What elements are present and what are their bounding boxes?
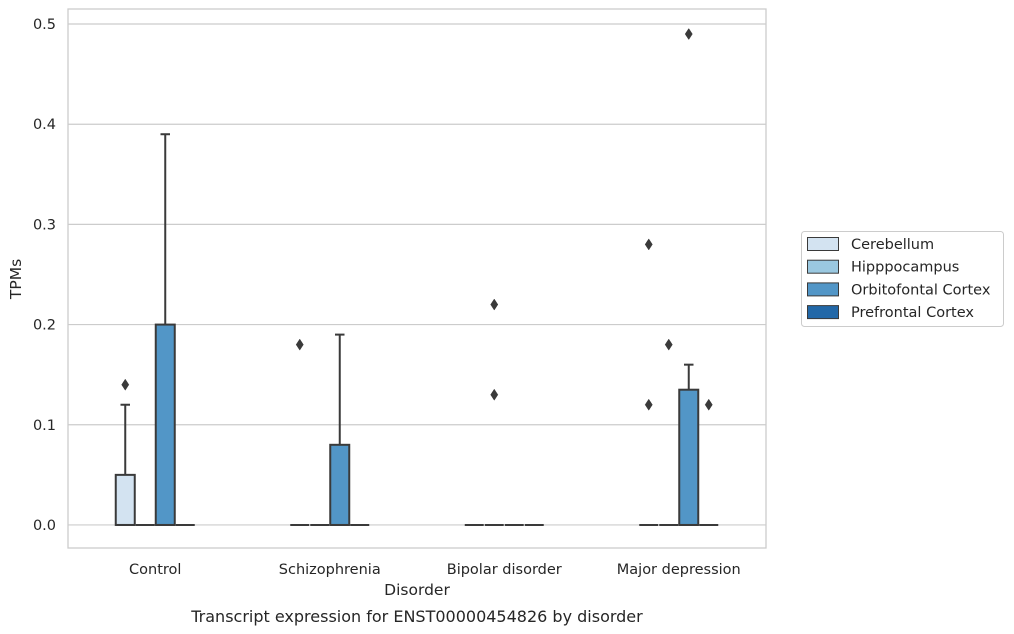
outlier-point [295,338,304,351]
outlier-point [490,298,499,311]
outlier-point [490,388,499,401]
box-group [329,333,351,526]
x-tick-label: Schizophrenia [279,562,381,578]
box [114,473,136,526]
y-axis-ticks: 0.0 0.1 0.2 0.3 0.4 0.5 [33,17,56,534]
x-tick-label: Major depression [617,562,741,578]
box [678,388,700,526]
box-group [659,338,679,526]
legend-swatch [807,305,839,320]
y-axis-label: TPMs [7,259,25,300]
legend-frame [801,231,1004,327]
box-group [699,398,719,526]
x-axis-label: Disorder [384,581,450,599]
chart-caption: Transcript expression for ENST0000045482… [190,607,643,626]
box-group [484,298,504,526]
outlier-point [644,238,653,251]
box [154,323,176,526]
legend: Cerebellum Hipppocampus Orbitofontal Corte… [801,231,1004,327]
x-tick-label: Control [129,562,181,578]
outlier-point [121,378,130,391]
legend-swatch [807,282,839,297]
box-group [290,338,310,526]
legend-label: Orbitofontal Cortex [851,282,991,298]
y-tick-label: 0.4 [33,117,56,133]
box-group [639,238,659,526]
legend-label: Hipppocampus [851,260,959,276]
outlier-point [644,398,653,411]
box-group [114,378,136,526]
outlier-point [684,28,693,41]
box-elements [114,28,719,526]
box-group [154,133,176,526]
y-tick-label: 0.5 [33,17,56,33]
plot-area-frame [67,8,767,549]
y-tick-label: 0.2 [33,318,56,334]
y-tick-label: 0.1 [33,418,56,434]
box-group [678,28,700,526]
x-tick-label: Bipolar disorder [447,562,562,578]
legend-label: Prefrontal Cortex [851,305,974,321]
box [329,443,351,526]
y-tick-label: 0.3 [33,217,56,233]
legend-swatch [807,259,839,274]
outlier-point [704,398,713,411]
y-tick-label: 0.0 [33,518,56,534]
x-axis-ticks: Control Schizophrenia Bipolar disorder Majo… [129,562,741,578]
outlier-point [664,338,673,351]
legend-swatch [807,237,839,251]
legend-label: Cerebellum [851,237,934,253]
